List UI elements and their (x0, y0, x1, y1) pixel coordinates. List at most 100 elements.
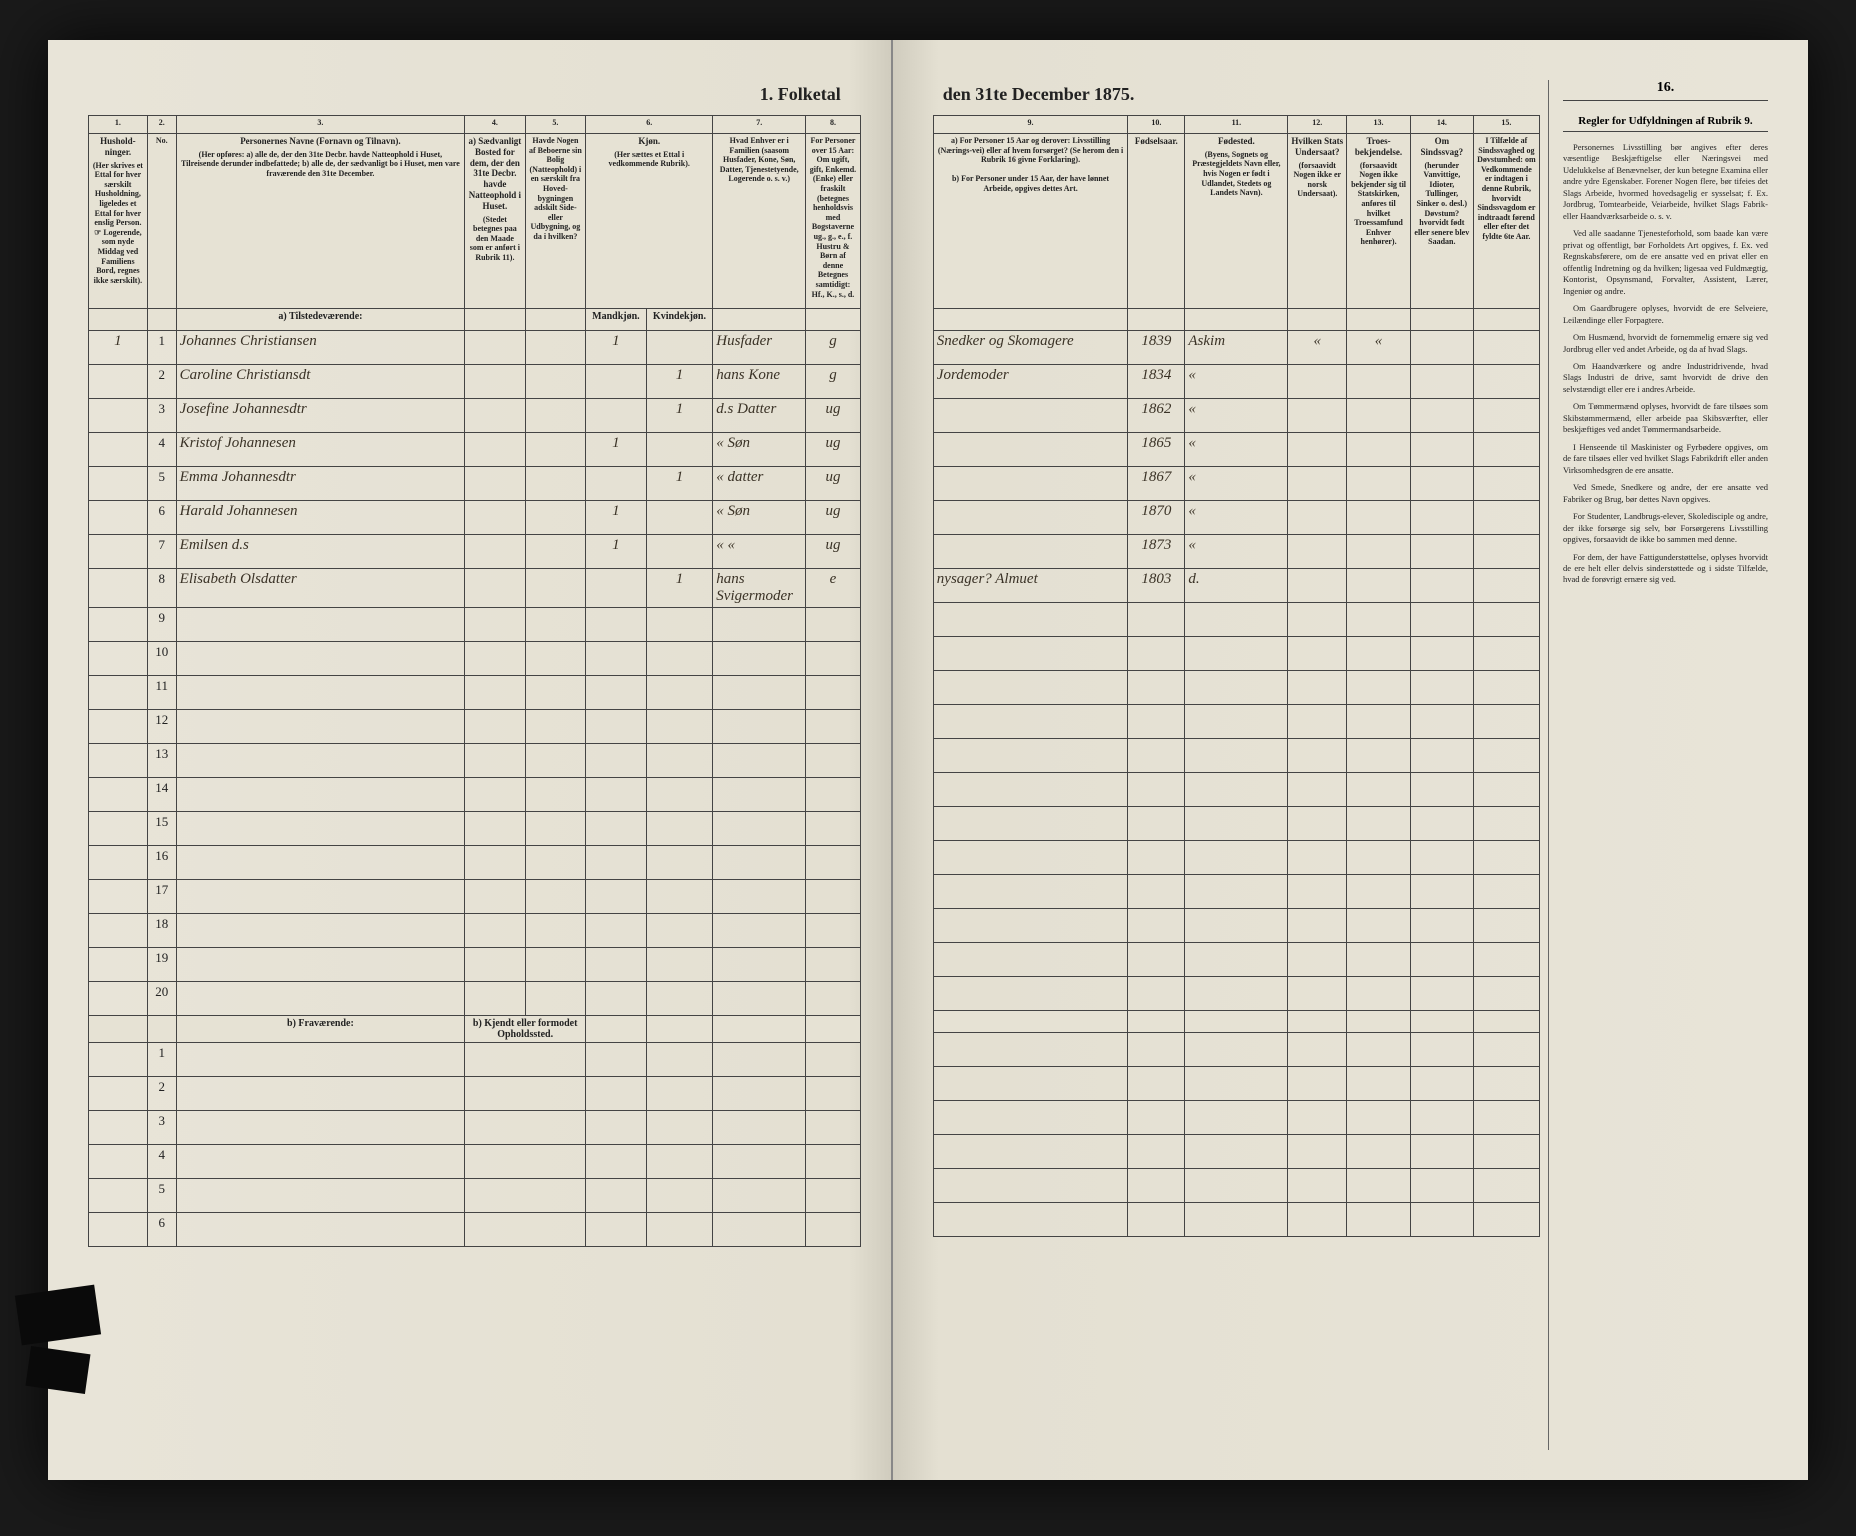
data-row: 1870« (933, 501, 1539, 535)
h3: Personernes Navne (Fornavn og Tilnavn).(… (176, 134, 465, 309)
b-row (933, 1135, 1539, 1169)
data-row: 2Caroline Christiansdt1hans Koneg (89, 365, 861, 399)
data-row: 1867« (933, 467, 1539, 501)
data-row: 6Harald Johannesen1« Sønug (89, 501, 861, 535)
section-b-right: b) Kjendt eller formodet Opholdssted. (465, 1016, 586, 1043)
col-1: 1. (89, 116, 148, 134)
section-b-label: b) Fraværende: (176, 1016, 465, 1043)
data-row: 1873« (933, 535, 1539, 569)
col-13: 13. (1347, 116, 1411, 134)
b-row: 1 (89, 1043, 861, 1077)
sidebar-paragraph: Ved alle saadanne Tjenesteforhold, som b… (1563, 228, 1768, 297)
col-11: 11. (1185, 116, 1288, 134)
b-row: 5 (89, 1179, 861, 1213)
col-8: 8. (806, 116, 861, 134)
empty-row: 11 (89, 676, 861, 710)
data-row: nysager? Almuet1803d. (933, 569, 1539, 603)
data-row: 5Emma Johannesdtr1« datterug (89, 467, 861, 501)
section-b-row-r (933, 1011, 1539, 1033)
col-number-row: 1. 2. 3. 4. 5. 6. 7. 8. (89, 116, 861, 134)
sidebar-paragraph: Om Haandværkere og andre Industridrivend… (1563, 361, 1768, 395)
sidebar-paragraph: Om Gaardbrugere oplyses, hvorvidt de ere… (1563, 303, 1768, 326)
sidebar-paragraph: Personernes Livsstilling bør angives eft… (1563, 142, 1768, 222)
sidebar-title: Regler for Udfyldningen af Rubrik 9. (1563, 107, 1768, 132)
h6: Kjøn.(Her sættes et Ettal i vedkommende … (586, 134, 713, 309)
col-15: 15. (1473, 116, 1539, 134)
header-desc-row-r: a) For Personer 15 Aar og derover: Livss… (933, 134, 1539, 309)
col-12: 12. (1288, 116, 1347, 134)
sidebar-paragraph: For Studenter, Landbrugs-elever, Skoledi… (1563, 511, 1768, 545)
col-6: 6. (586, 116, 713, 134)
col-number-row-r: 9. 10. 11. 12. 13. 14. 15. (933, 116, 1539, 134)
h14: Om Sindssvag?(herunder Vanvittige, Idiot… (1410, 134, 1473, 309)
data-row: 1862« (933, 399, 1539, 433)
empty-row: 10 (89, 642, 861, 676)
clip-shadow-2 (26, 1346, 91, 1394)
h6-m: Mandkjøn. (586, 309, 646, 331)
col-9: 9. (933, 116, 1127, 134)
h9: a) For Personer 15 Aar og derover: Livss… (933, 134, 1127, 309)
empty-row (933, 671, 1539, 705)
section-b-row: b) Fraværende: b) Kjendt eller formodet … (89, 1016, 861, 1043)
empty-row (933, 739, 1539, 773)
empty-row (933, 705, 1539, 739)
empty-row: 12 (89, 710, 861, 744)
empty-row: 14 (89, 778, 861, 812)
data-row: Jordemoder1834« (933, 365, 1539, 399)
empty-row: 9 (89, 608, 861, 642)
b-row (933, 1033, 1539, 1067)
data-row: 4Kristof Johannesen1« Sønug (89, 433, 861, 467)
col-7: 7. (713, 116, 806, 134)
empty-row: 19 (89, 948, 861, 982)
empty-row (933, 603, 1539, 637)
b-row (933, 1101, 1539, 1135)
empty-row (933, 637, 1539, 671)
empty-row: 20 (89, 982, 861, 1016)
col-16: 16. (1563, 80, 1768, 101)
page-right: den 31te December 1875. 9. 10. 11. 12. 1… (893, 40, 1808, 1480)
sidebar-paragraph: Ved Smede, Snedkere og andre, der ere an… (1563, 482, 1768, 505)
empty-row (933, 841, 1539, 875)
h10: Fødselsaar. (1128, 134, 1185, 309)
sidebar-paragraph: Om Tømmermænd oplyses, hvorvidt de fare … (1563, 401, 1768, 435)
col-14: 14. (1410, 116, 1473, 134)
census-book: 1. Folketal 1. 2. 3. 4. 5. 6. 7. 8. Hush… (48, 40, 1808, 1480)
col-2: 2. (147, 116, 176, 134)
h7: Hvad Enhver er i Familien (saasom Husfad… (713, 134, 806, 309)
b-row: 2 (89, 1077, 861, 1111)
sidebar-paragraph: Om Husmænd, hvorvidt de fornemmelig ernæ… (1563, 332, 1768, 355)
h2: No. (147, 134, 176, 309)
section-a-row: a) Tilstedeværende: Mandkjøn. Kvindekjøn… (89, 309, 861, 331)
empty-row (933, 773, 1539, 807)
data-row: 7Emilsen d.s1« «ug (89, 535, 861, 569)
col-3: 3. (176, 116, 465, 134)
sidebar-paragraph: For dem, der have Fattigunderstøttelse, … (1563, 552, 1768, 586)
b-row: 4 (89, 1145, 861, 1179)
empty-row: 15 (89, 812, 861, 846)
h1: Hushold-ninger.(Her skrives et Ettal for… (89, 134, 148, 309)
sidebar-paragraph: I Henseende til Maskinister og Fyrbødere… (1563, 442, 1768, 476)
empty-row: 17 (89, 880, 861, 914)
data-row: Snedker og Skomagere1839Askim«« (933, 331, 1539, 365)
h12: Hvilken Stats Undersaat?(forsaavidt Noge… (1288, 134, 1347, 309)
empty-row (933, 977, 1539, 1011)
h5: Havde Nogen af Beboerne sin Bolig (Natte… (525, 134, 586, 309)
sidebar-text: Personernes Livsstilling bør angives eft… (1563, 142, 1768, 586)
h13: Troes-bekjendelse.(forsaavidt Nogen ikke… (1347, 134, 1411, 309)
b-row (933, 1203, 1539, 1237)
h6-k: Kvindekjøn. (646, 309, 713, 331)
register-table-left: 1. 2. 3. 4. 5. 6. 7. 8. Hushold-ninger.(… (88, 115, 861, 1247)
b-row (933, 1067, 1539, 1101)
h8: For Personer over 15 Aar: Om ugift, gift… (806, 134, 861, 309)
header-desc-row: Hushold-ninger.(Her skrives et Ettal for… (89, 134, 861, 309)
data-row: 1865« (933, 433, 1539, 467)
empty-row: 13 (89, 744, 861, 778)
h4: a) Sædvanligt Bosted for dem, der den 31… (465, 134, 525, 309)
h15: I Tilfælde af Sindssvaghed og Døvstumhed… (1473, 134, 1539, 309)
section-a-row-r (933, 309, 1539, 331)
b-row: 3 (89, 1111, 861, 1145)
title-left: 1. Folketal (88, 80, 861, 115)
col-5: 5. (525, 116, 586, 134)
empty-row: 16 (89, 846, 861, 880)
section-a-label: a) Tilstedeværende: (176, 309, 465, 331)
